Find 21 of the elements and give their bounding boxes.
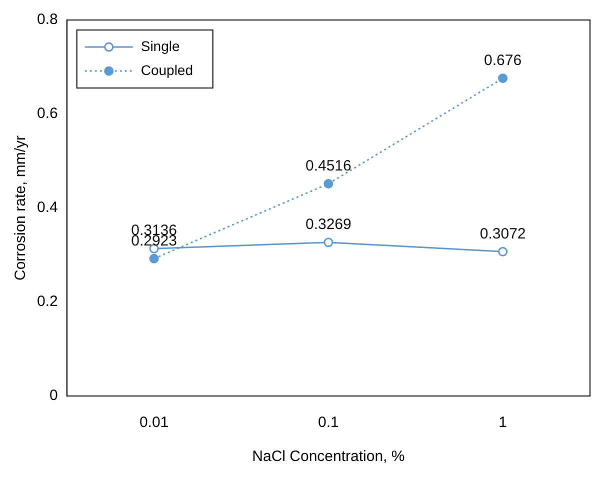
point	[324, 238, 334, 248]
y-axis-title: Corrosion rate, mm/yr	[12, 135, 30, 281]
data-label: 0.3072	[480, 225, 526, 242]
y-tick-label: 0.4	[36, 199, 58, 216]
data-label: 0.3269	[305, 216, 352, 233]
y-tick-label: 0.6	[36, 105, 58, 122]
point	[498, 74, 508, 84]
data-label: 0.4516	[305, 157, 352, 174]
point	[324, 179, 334, 188]
point	[498, 246, 508, 256]
legend-label: Single	[140, 38, 180, 54]
data-label: 0.676	[484, 52, 522, 69]
x-axis-title: NaCl Concentration, %	[252, 448, 405, 466]
x-tick-label: 0.1	[318, 414, 339, 432]
point	[149, 254, 159, 264]
y-tick-label: 0.2	[36, 293, 58, 310]
y-tick-label: 0	[50, 387, 58, 404]
legend-label: Coupled	[140, 62, 194, 78]
x-tick-label: 1	[498, 414, 507, 432]
y-tick-label: 0.8	[36, 11, 58, 28]
x-tick-label: 0.01	[139, 414, 169, 432]
